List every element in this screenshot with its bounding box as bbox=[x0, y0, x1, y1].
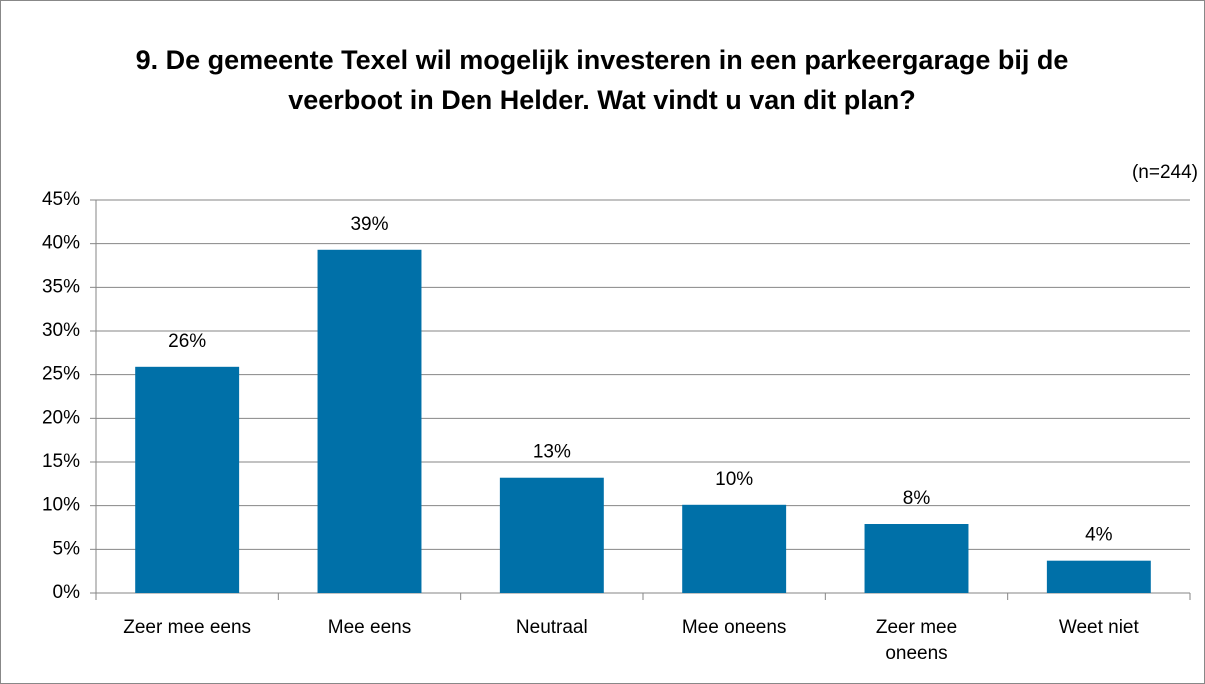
y-tick-label: 0% bbox=[53, 582, 81, 603]
y-tick-label: 30% bbox=[42, 320, 80, 341]
bar bbox=[499, 477, 604, 593]
x-tick-label: Zeer mee oneens bbox=[875, 617, 958, 664]
bar bbox=[1046, 560, 1151, 593]
y-tick-label: 40% bbox=[42, 233, 80, 254]
bar bbox=[864, 524, 969, 593]
data-label: 39% bbox=[350, 214, 388, 235]
data-label: 10% bbox=[715, 469, 753, 490]
y-tick-label: 15% bbox=[42, 451, 80, 472]
bar bbox=[682, 504, 787, 593]
x-tick-label: Mee oneens bbox=[681, 617, 787, 638]
y-tick-label: 10% bbox=[42, 495, 80, 516]
x-tick-label: Neutraal bbox=[515, 617, 588, 638]
data-label: 4% bbox=[1085, 525, 1113, 546]
bar bbox=[317, 249, 422, 593]
bar bbox=[135, 366, 240, 593]
chart-subtitle: (n=244) bbox=[1132, 162, 1198, 183]
y-tick-label: 20% bbox=[42, 407, 80, 428]
x-tick-label: Mee eens bbox=[327, 617, 412, 638]
chart-title: 9. De gemeente Texel wil mogelijk invest… bbox=[135, 45, 1069, 115]
y-tick-label: 25% bbox=[42, 364, 80, 385]
x-tick-label: Zeer mee eens bbox=[123, 617, 252, 638]
x-tick-label: Weet niet bbox=[1058, 617, 1139, 638]
y-tick-label: 45% bbox=[42, 189, 80, 210]
data-label: 26% bbox=[168, 331, 206, 352]
data-label: 8% bbox=[903, 488, 931, 509]
y-tick-label: 5% bbox=[53, 538, 81, 559]
y-tick-label: 35% bbox=[42, 276, 80, 297]
data-label: 13% bbox=[533, 442, 571, 463]
